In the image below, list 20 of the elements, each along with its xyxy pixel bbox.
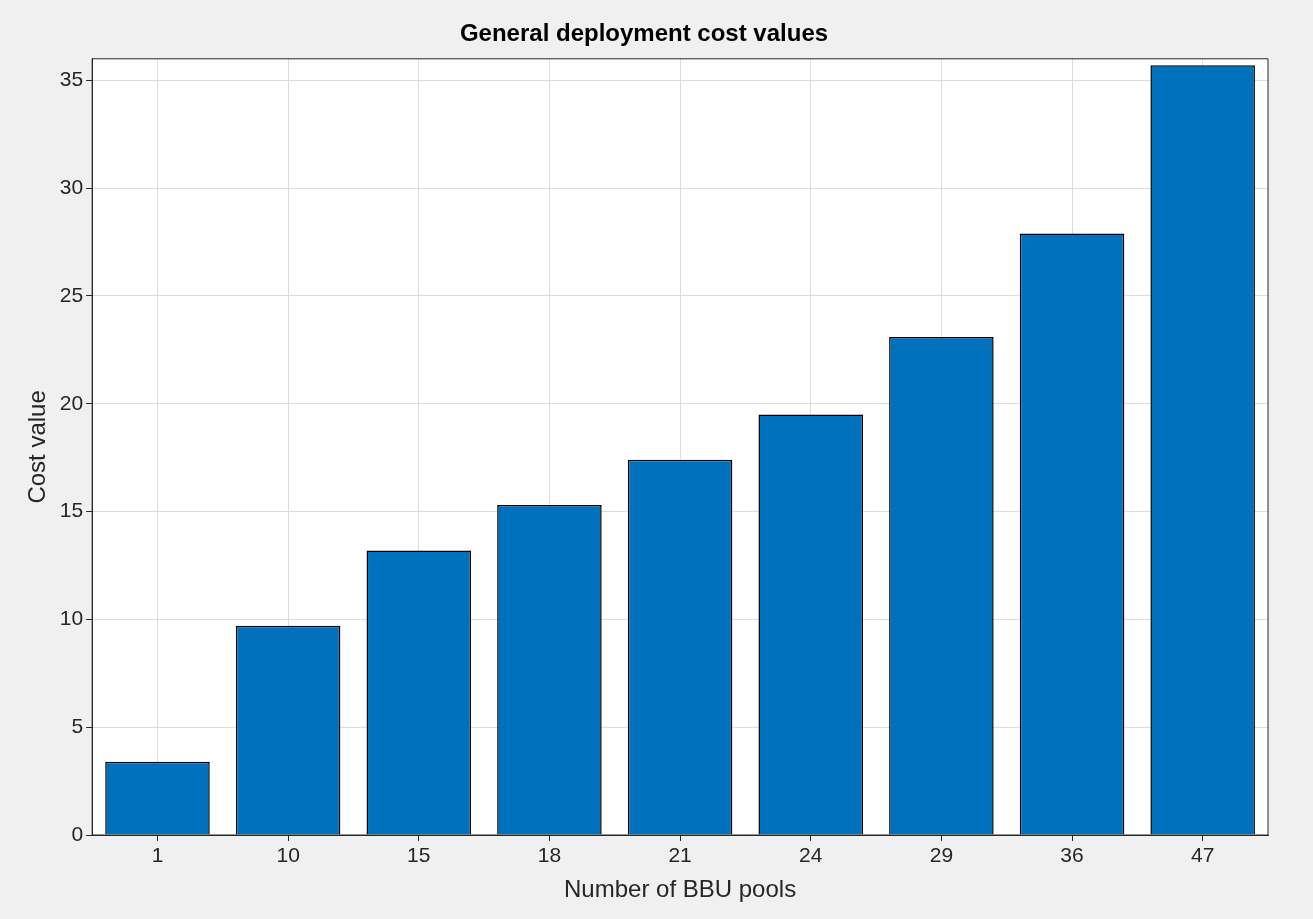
y-tick-label: 15 bbox=[59, 498, 84, 522]
x-tick-label: 15 bbox=[407, 843, 431, 867]
y-tick-label: 35 bbox=[59, 67, 84, 91]
x-tick-label: 36 bbox=[1060, 843, 1084, 867]
x-tick-label: 29 bbox=[929, 843, 954, 867]
y-axis-title: Cost value bbox=[23, 390, 51, 504]
x-tick-label: 24 bbox=[799, 843, 823, 867]
x-tick-label: 1 bbox=[151, 843, 164, 867]
y-tick-label: 30 bbox=[59, 174, 84, 198]
y-tick-label: 25 bbox=[59, 282, 84, 306]
y-tick-label: 20 bbox=[59, 390, 84, 414]
x-tick-label: 18 bbox=[537, 843, 562, 867]
x-axis-title: Number of BBU pools bbox=[564, 875, 797, 903]
y-tick-label: 10 bbox=[59, 606, 84, 630]
chart-title: General deployment cost values bbox=[459, 19, 829, 47]
y-tick-label: 0 bbox=[71, 821, 84, 845]
x-tick-label: 10 bbox=[276, 843, 300, 867]
y-tick-label: 5 bbox=[71, 713, 84, 737]
x-tick-label: 21 bbox=[668, 843, 692, 867]
x-tick-label: 47 bbox=[1191, 843, 1215, 867]
